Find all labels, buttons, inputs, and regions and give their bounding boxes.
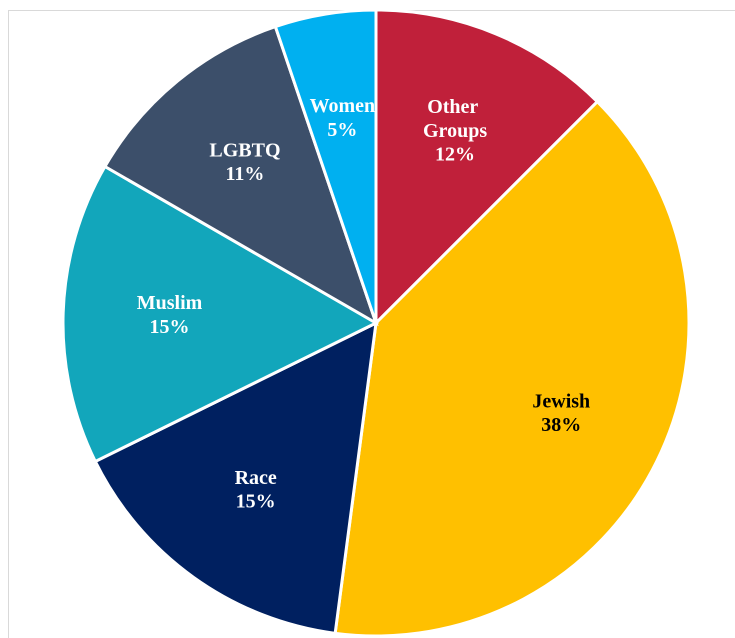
pie-slice xyxy=(273,8,378,324)
category-label: Jewish xyxy=(532,390,590,412)
value-label: 12% xyxy=(435,144,475,166)
pie-slice xyxy=(333,99,691,638)
pie-slice xyxy=(374,8,600,327)
pie-slice xyxy=(61,164,380,464)
category-label: Muslim xyxy=(137,292,203,314)
value-label: 15% xyxy=(150,316,190,338)
category-label: Other Groups xyxy=(423,96,487,142)
pie-slice xyxy=(102,24,379,327)
category-label: Women xyxy=(310,95,376,117)
category-label: Race xyxy=(235,467,277,489)
value-label: 38% xyxy=(541,414,581,436)
category-label: LGBTQ xyxy=(209,139,280,161)
value-label: 5% xyxy=(327,119,357,141)
pie-slice xyxy=(93,320,378,636)
value-label: 15% xyxy=(236,491,276,513)
value-label: 11% xyxy=(225,163,264,185)
